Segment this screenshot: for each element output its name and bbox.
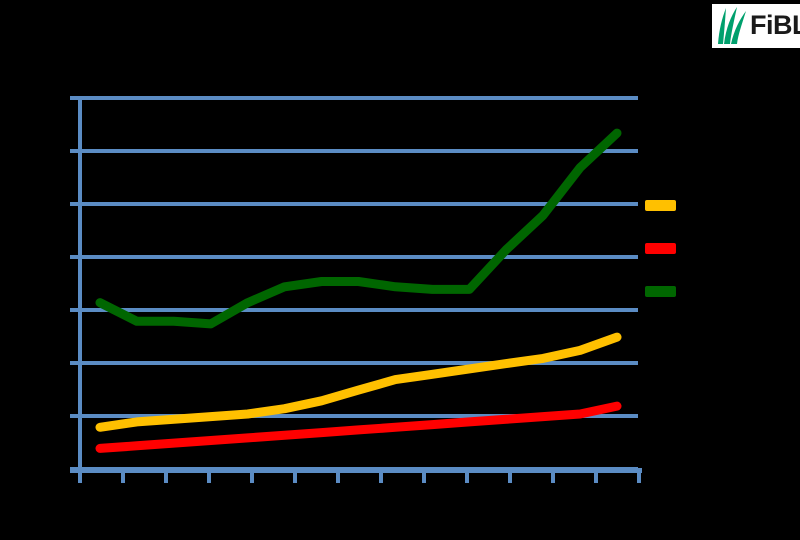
gridline xyxy=(78,96,638,100)
gridline xyxy=(78,149,638,153)
y-tick-label: 0 xyxy=(59,461,66,473)
legend-label: Organic producers (millions) xyxy=(681,239,800,251)
y-tick-label: 20 xyxy=(53,408,66,420)
x-tick xyxy=(250,468,254,483)
fibl-logo: FiBL xyxy=(712,4,800,48)
x-axis-title: Year xyxy=(300,508,323,520)
legend-item-organic-market[interactable]: Organic market (billion euros) xyxy=(645,282,800,325)
y-tick xyxy=(70,149,84,153)
x-tick xyxy=(594,468,598,483)
x-tick-label: 2012 xyxy=(260,486,284,497)
y-tick xyxy=(70,414,84,418)
x-tick xyxy=(465,468,469,483)
x-axis xyxy=(70,468,642,473)
x-tick xyxy=(121,468,125,483)
x-tick-label: 2014 xyxy=(346,486,370,497)
x-tick-label: 2020 xyxy=(604,486,628,497)
x-tick-label: 2019 xyxy=(561,486,585,497)
x-tick xyxy=(164,468,168,483)
x-tick xyxy=(379,468,383,483)
x-tick-label: 2008 xyxy=(88,486,112,497)
x-tick xyxy=(336,468,340,483)
x-tick-label: 2010 xyxy=(174,486,198,497)
y-axis xyxy=(78,96,82,472)
y-tick xyxy=(70,361,84,365)
gridline xyxy=(78,308,638,312)
legend-label: Organic agricultural land (million hecta… xyxy=(681,196,800,208)
legend-item-organic-agricultural-land[interactable]: Organic agricultural land (million hecta… xyxy=(645,196,800,239)
page-title: Growth of organic agriculture 2008–2020 xyxy=(120,52,372,67)
gridline xyxy=(78,414,638,418)
y-tick xyxy=(70,96,84,100)
y-tick xyxy=(70,467,84,471)
x-tick xyxy=(78,468,82,483)
y-tick xyxy=(70,255,84,259)
data-label: 23 xyxy=(619,389,631,400)
x-tick-label: 2011 xyxy=(218,486,240,497)
legend-item-organic-producers[interactable]: Organic producers (millions) xyxy=(645,239,800,282)
y-tick xyxy=(70,202,84,206)
x-tick-label: 2015 xyxy=(389,486,413,497)
y-tick-label: 60 xyxy=(53,302,66,314)
x-tick-label: 2009 xyxy=(131,486,155,497)
y-tick-label: 80 xyxy=(53,249,66,261)
y-tick xyxy=(70,308,84,312)
x-tick xyxy=(551,468,555,483)
fibl-wordmark: FiBL xyxy=(750,10,800,40)
gridline xyxy=(78,361,638,365)
x-tick xyxy=(637,468,641,483)
legend-swatch-icon xyxy=(645,243,676,254)
x-tick-label: 2016 xyxy=(432,486,456,497)
x-tick xyxy=(207,468,211,483)
y-tick-label: 120 xyxy=(47,143,66,155)
y-tick-label: 100 xyxy=(47,196,66,208)
data-label: 126 xyxy=(617,116,633,127)
y-axis-title: Value xyxy=(4,222,16,250)
legend: Organic agricultural land (million hecta… xyxy=(645,196,800,325)
x-tick-label: 2018 xyxy=(518,486,542,497)
fibl-grass-mark xyxy=(718,7,746,44)
y-tick-label: 40 xyxy=(53,355,66,367)
legend-swatch-icon xyxy=(645,200,676,211)
x-tick-label: 2013 xyxy=(303,486,327,497)
x-tick-label: 2017 xyxy=(475,486,499,497)
gridline xyxy=(78,255,638,259)
x-tick xyxy=(508,468,512,483)
legend-label: Organic market (billion euros) xyxy=(681,282,800,294)
y-tick-label: 140 xyxy=(47,90,66,102)
data-label: 49 xyxy=(619,320,631,331)
x-tick xyxy=(293,468,297,483)
plot-area xyxy=(78,96,638,471)
x-tick xyxy=(422,468,426,483)
gridline xyxy=(78,202,638,206)
legend-swatch-icon xyxy=(645,286,676,297)
